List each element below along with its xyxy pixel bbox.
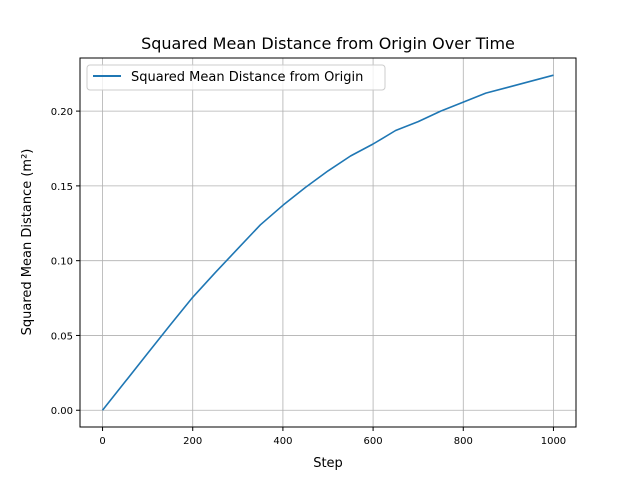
legend-label: Squared Mean Distance from Origin <box>131 70 363 85</box>
x-tick-label: 1000 <box>541 436 566 447</box>
chart-title: Squared Mean Distance from Origin Over T… <box>141 34 515 53</box>
y-tick-label: 0.00 <box>51 406 73 417</box>
y-axis-ticks: 0.00 0.05 0.10 0.15 0.20 <box>51 107 80 417</box>
y-tick-label: 0.15 <box>51 182 73 193</box>
y-tick-label: 0.05 <box>51 331 73 342</box>
legend: Squared Mean Distance from Origin <box>86 64 386 91</box>
series-line <box>101 74 554 411</box>
x-axis-label: Step <box>313 456 343 471</box>
legend-box <box>86 64 386 91</box>
x-tick-label: 600 <box>364 436 383 447</box>
series-layer <box>101 74 554 411</box>
y-axis-label: Squared Mean Distance (m²) <box>20 149 35 336</box>
y-tick-label: 0.20 <box>51 107 73 118</box>
plot-area-frame <box>79 57 577 428</box>
x-axis-ticks: 0 200 400 600 800 1000 <box>99 427 566 447</box>
x-tick-label: 800 <box>454 436 473 447</box>
x-tick-label: 400 <box>273 436 292 447</box>
x-tick-label: 200 <box>183 436 202 447</box>
x-tick-label: 0 <box>99 436 105 447</box>
y-tick-label: 0.10 <box>51 257 73 268</box>
